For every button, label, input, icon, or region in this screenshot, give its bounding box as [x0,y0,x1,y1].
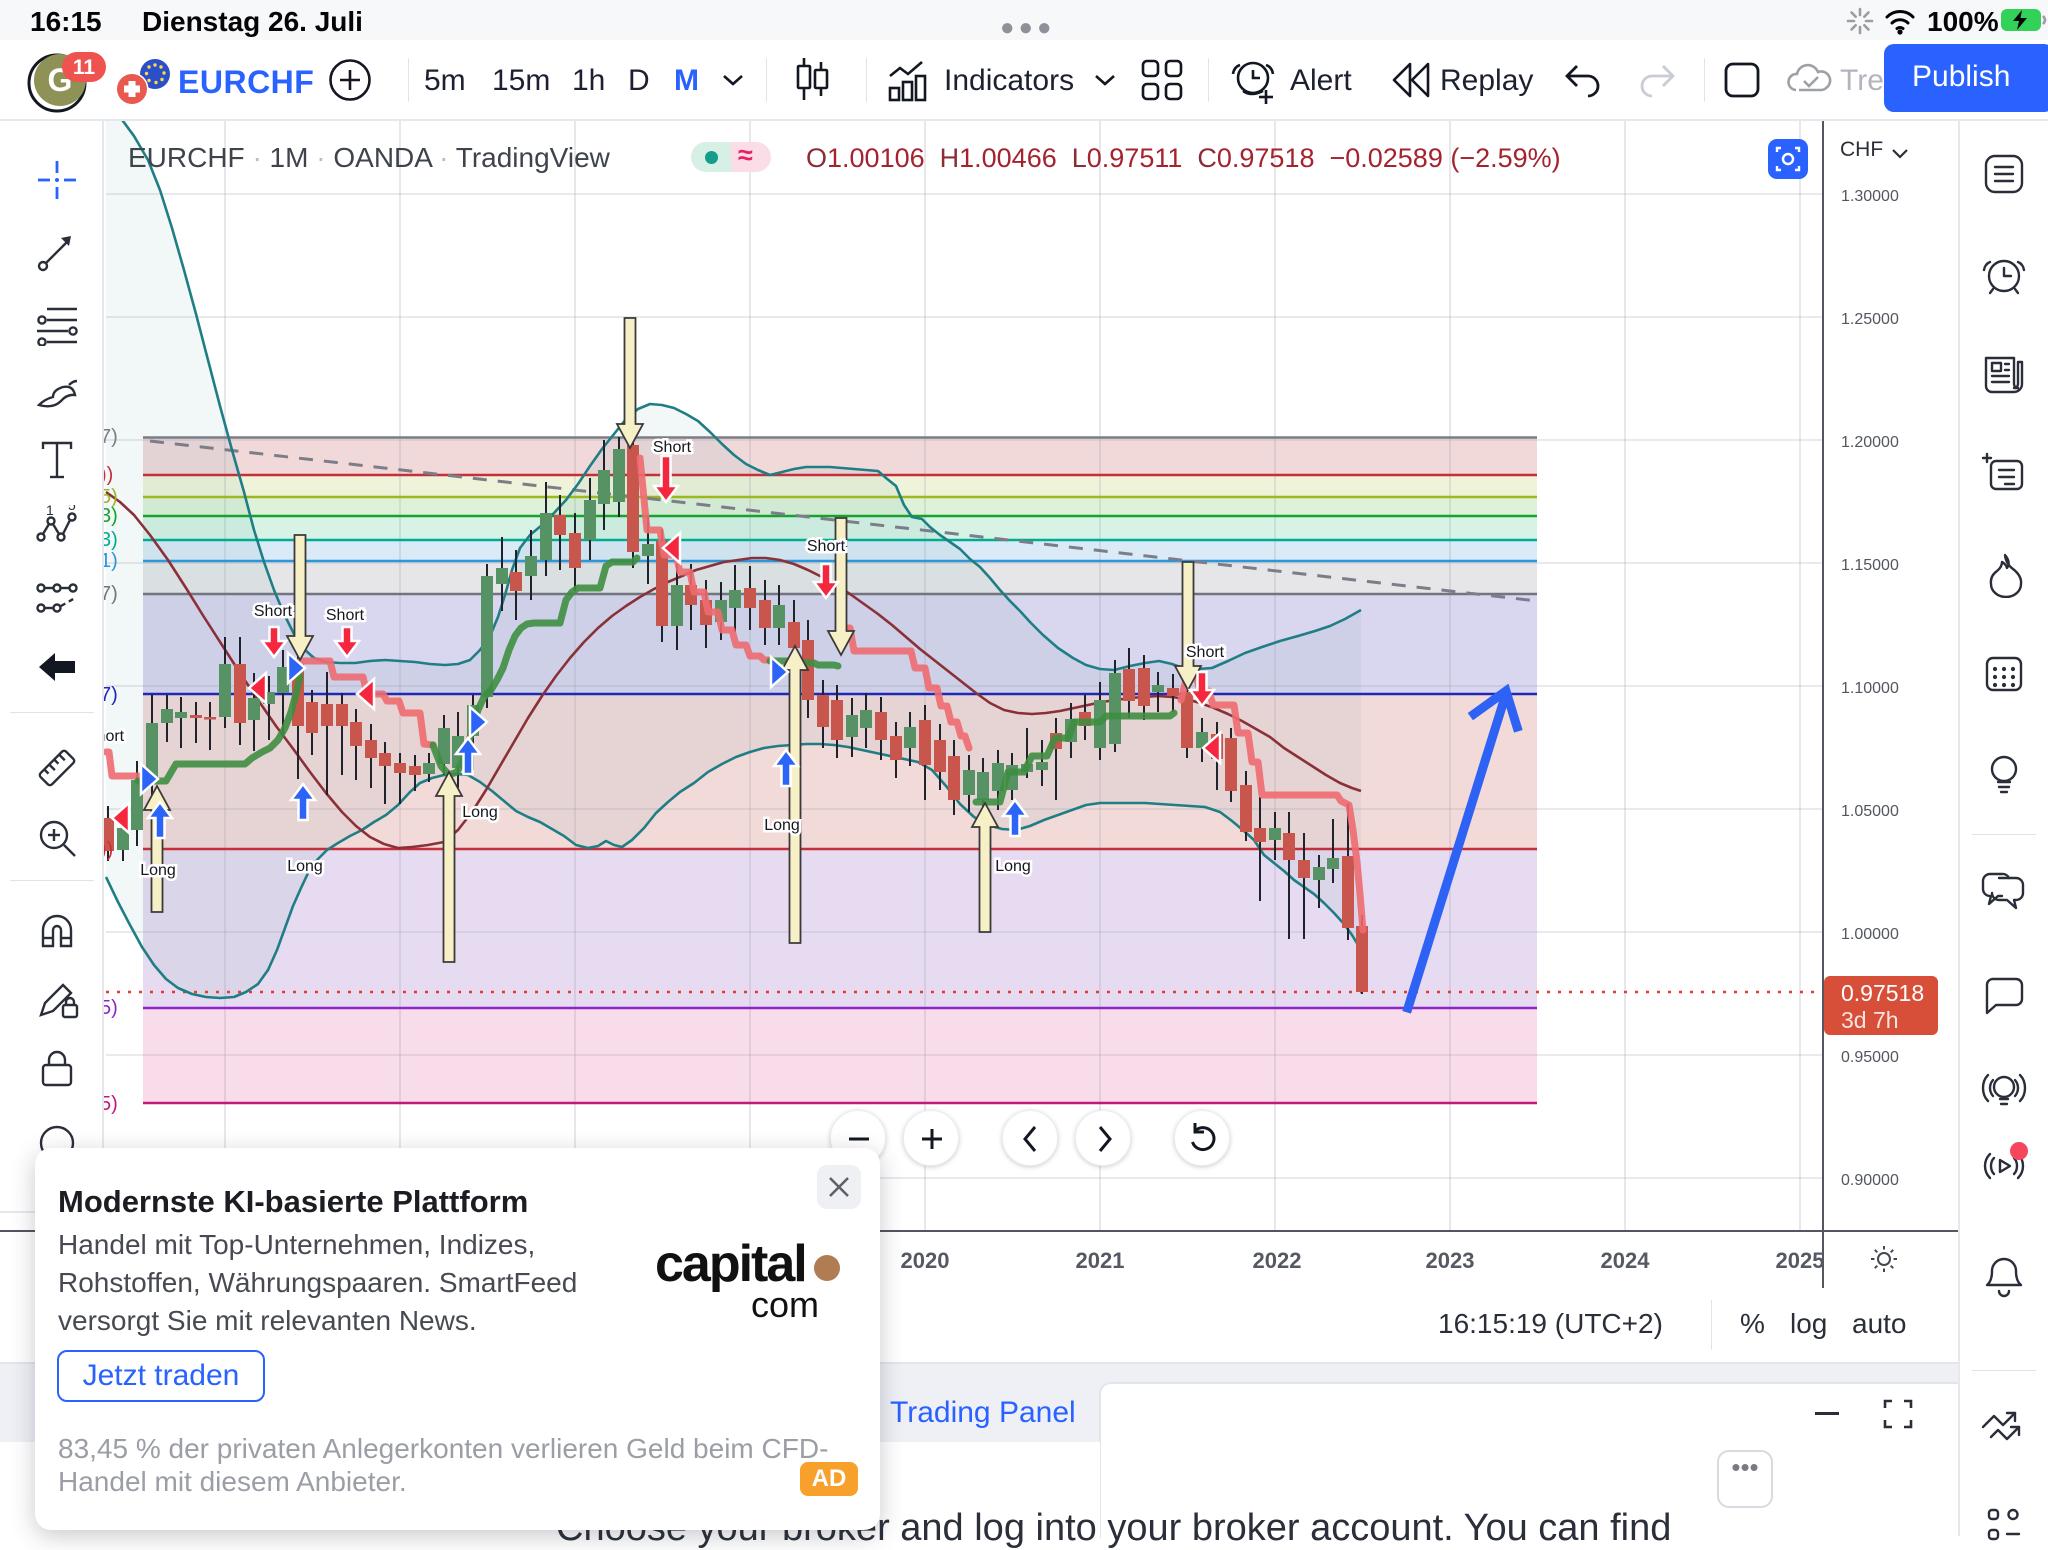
svg-text:1: 1 [46,505,54,518]
svg-text:Short: Short [254,603,293,620]
svg-text:3d 7h: 3d 7h [1841,1007,1899,1033]
svg-text:2023: 2023 [1426,1248,1475,1273]
svg-text:Short: Short [326,607,365,624]
svg-text:11: 11 [73,56,96,79]
svg-text:5): 5) [100,997,118,1019]
svg-text:7): 7) [100,684,118,706]
svg-text:2020: 2020 [901,1248,950,1273]
svg-text:Short: Short [653,439,692,456]
svg-text:2021: 2021 [1076,1248,1125,1273]
svg-text:Long: Long [995,858,1031,875]
svg-text:2022: 2022 [1253,1248,1302,1273]
svg-text:Long: Long [140,862,176,879]
svg-text:3): 3) [100,505,118,527]
svg-text:1.25000: 1.25000 [1841,311,1899,328]
svg-text:0.95000: 0.95000 [1841,1049,1899,1066]
svg-text:7): 7) [100,426,118,448]
svg-text:3): 3) [100,529,118,551]
svg-text:CHF: CHF [1840,138,1883,161]
svg-text:1.10000: 1.10000 [1841,680,1899,697]
svg-text:Long: Long [764,817,800,834]
svg-text:2024: 2024 [1601,1248,1651,1273]
svg-text:5): 5) [100,1093,118,1115]
svg-text:2025: 2025 [1776,1248,1825,1273]
svg-text:Long: Long [287,858,323,875]
svg-text:Long: Long [462,804,498,821]
svg-text:5): 5) [100,486,118,508]
svg-text:Short: Short [807,538,846,555]
svg-text:7): 7) [100,583,118,605]
svg-text:5: 5 [68,505,76,513]
svg-text:0.90000: 0.90000 [1841,1172,1899,1189]
svg-text:0.97518: 0.97518 [1841,980,1924,1006]
svg-text:1): 1) [100,550,118,572]
svg-text:1.00000: 1.00000 [1841,926,1899,943]
svg-text:Short: Short [1186,644,1225,661]
svg-text:1.30000: 1.30000 [1841,188,1899,205]
svg-text:1.20000: 1.20000 [1841,434,1899,451]
svg-text:1.05000: 1.05000 [1841,803,1899,820]
svg-text:1.15000: 1.15000 [1841,557,1899,574]
